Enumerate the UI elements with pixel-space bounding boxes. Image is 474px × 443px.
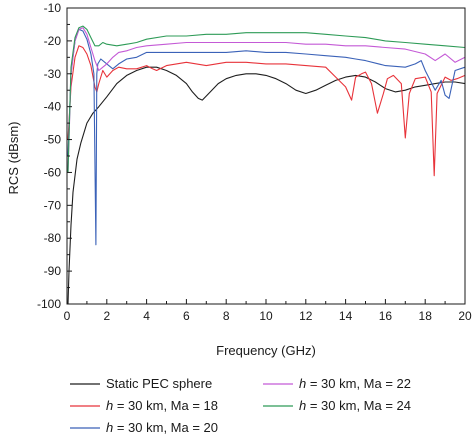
x-tick-label: 10 bbox=[259, 309, 273, 323]
x-tick-label: 8 bbox=[223, 309, 230, 323]
x-tick-label: 2 bbox=[103, 309, 110, 323]
legend-label: h = 30 km, Ma = 18 bbox=[106, 398, 218, 413]
y-tick-label: -20 bbox=[44, 34, 62, 48]
legend-label-text: = 30 km, Ma = 18 bbox=[113, 398, 218, 413]
x-tick-label: 16 bbox=[379, 309, 393, 323]
legend-label-italic: h bbox=[106, 420, 113, 435]
x-tick-label: 6 bbox=[183, 309, 190, 323]
y-tick-label: -40 bbox=[44, 100, 62, 114]
y-tick-label: -70 bbox=[44, 198, 62, 212]
series-layer bbox=[67, 25, 466, 305]
legend-item: Static PEC sphere bbox=[70, 376, 212, 391]
x-axis-title: Frequency (GHz) bbox=[216, 343, 316, 358]
legend-label: Static PEC sphere bbox=[106, 376, 212, 391]
legend-item: h = 30 km, Ma = 22 bbox=[263, 376, 411, 391]
y-tick-label: -30 bbox=[44, 67, 62, 81]
y-tick-label: -60 bbox=[44, 165, 62, 179]
legend-label-text: = 30 km, Ma = 22 bbox=[306, 376, 411, 391]
x-tick-label: 18 bbox=[419, 309, 433, 323]
y-axis-title: RCS (dBsm) bbox=[6, 122, 21, 195]
series-line-1 bbox=[67, 66, 466, 305]
series-line-4 bbox=[67, 27, 466, 173]
legend-label: h = 30 km, Ma = 20 bbox=[106, 420, 218, 435]
legend-label-italic: h bbox=[299, 376, 306, 391]
x-tick-label: 14 bbox=[339, 309, 353, 323]
legend-item: h = 30 km, Ma = 20 bbox=[70, 420, 218, 435]
series-line-2 bbox=[67, 45, 466, 177]
x-tick-label: 12 bbox=[299, 309, 313, 323]
legend-item: h = 30 km, Ma = 18 bbox=[70, 398, 218, 413]
y-tick-label: -10 bbox=[44, 1, 62, 15]
x-tick-label: 4 bbox=[143, 309, 150, 323]
ticks-layer: 0 2 4 6 8 10 12 14 16 18 20 -10 -20 -30 -40 -50 -60 -70 -8… bbox=[37, 1, 472, 323]
legend-label: h = 30 km, Ma = 22 bbox=[299, 376, 411, 391]
legend-label-text: = 30 km, Ma = 20 bbox=[113, 420, 218, 435]
y-tick-label: -90 bbox=[44, 264, 62, 278]
legend-label-italic: h bbox=[299, 398, 306, 413]
x-tick-label: 20 bbox=[458, 309, 472, 323]
series-line-5 bbox=[67, 25, 466, 173]
plot-frame bbox=[66, 7, 466, 305]
y-axis-title-wrap: RCS (dBsm) bbox=[6, 122, 21, 195]
legend-label-text: = 30 km, Ma = 24 bbox=[306, 398, 411, 413]
legend-label-italic: h bbox=[106, 398, 113, 413]
legend-label-text: Static PEC sphere bbox=[106, 376, 212, 391]
series-line-3 bbox=[67, 28, 466, 246]
legend-item: h = 30 km, Ma = 24 bbox=[263, 398, 411, 413]
y-tick-label: -100 bbox=[37, 297, 61, 311]
y-tick-label: -80 bbox=[44, 231, 62, 245]
y-tick-label: -50 bbox=[44, 133, 62, 147]
x-tick-label: 0 bbox=[64, 309, 71, 323]
legend-label: h = 30 km, Ma = 24 bbox=[299, 398, 411, 413]
